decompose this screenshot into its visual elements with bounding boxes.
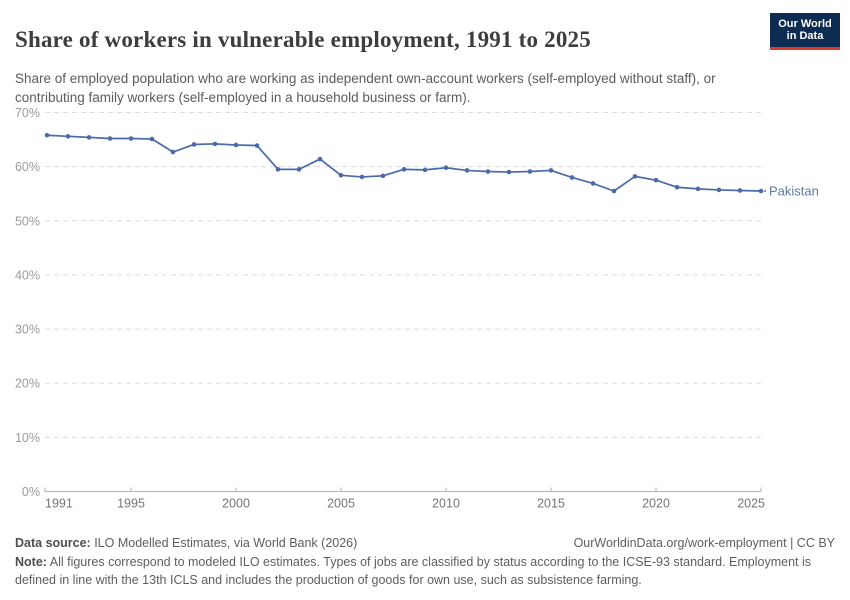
data-point-1998[interactable] <box>191 142 197 147</box>
y-axis-label-70: 70% <box>15 106 40 120</box>
x-axis-label-2025: 2025 <box>737 497 765 511</box>
y-axis-label-0: 0% <box>22 485 40 499</box>
owid-logo-line2: in Data <box>786 30 824 42</box>
chart-note: Note: All figures correspond to modeled … <box>15 554 835 590</box>
series-line-pakistan[interactable] <box>46 134 762 192</box>
data-point-2012[interactable] <box>485 169 491 174</box>
data-point-2002[interactable] <box>275 167 281 172</box>
x-axis-label-2000: 2000 <box>222 497 250 511</box>
x-axis-label-1991: 1991 <box>45 497 73 511</box>
owid-logo-accent-strip <box>770 47 840 50</box>
x-axis-label-1995: 1995 <box>117 497 145 511</box>
data-point-2022[interactable] <box>695 186 701 192</box>
chart-subtitle: Share of employed population who are wor… <box>15 70 716 106</box>
data-point-1995[interactable] <box>128 136 134 141</box>
data-point-2015[interactable] <box>548 168 554 173</box>
series-end-label[interactable]: Pakistan <box>769 184 819 199</box>
data-point-2011[interactable] <box>464 168 470 173</box>
y-axis-label-60: 60% <box>15 160 40 174</box>
data-point-2009[interactable] <box>422 167 428 173</box>
owid-logo[interactable]: Our World in Data <box>770 13 840 50</box>
data-point-1999[interactable] <box>212 141 218 147</box>
data-point-2000[interactable] <box>233 142 239 148</box>
data-source-text: ILO Modelled Estimates, via World Bank (… <box>90 536 358 550</box>
data-point-1997[interactable] <box>170 149 176 155</box>
owid-logo-box: Our World in Data <box>770 13 840 47</box>
data-point-1993[interactable] <box>86 135 92 140</box>
x-axis-label-2015: 2015 <box>537 497 565 511</box>
data-point-2006[interactable] <box>359 174 365 180</box>
data-point-2010[interactable] <box>443 165 449 171</box>
data-point-2024[interactable] <box>737 188 743 193</box>
y-axis-label-50: 50% <box>15 214 40 228</box>
data-point-2023[interactable] <box>716 187 722 193</box>
data-point-2025[interactable] <box>758 188 764 194</box>
data-point-2005[interactable] <box>338 173 344 178</box>
data-point-1994[interactable] <box>107 136 113 141</box>
data-point-2016[interactable] <box>569 175 575 180</box>
data-source: Data source: ILO Modelled Estimates, via… <box>15 536 357 550</box>
rights-link[interactable]: OurWorldinData.org/work-employment | CC … <box>573 536 835 550</box>
page-title: Share of workers in vulnerable employmen… <box>15 27 591 53</box>
data-point-2017[interactable] <box>590 181 596 186</box>
x-axis-label-2020: 2020 <box>642 497 670 511</box>
data-point-2018[interactable] <box>611 188 617 194</box>
note-label: Note: <box>15 555 47 569</box>
data-point-2019[interactable] <box>632 174 638 179</box>
x-axis-label-2005: 2005 <box>327 497 355 511</box>
data-point-1992[interactable] <box>65 134 71 139</box>
data-point-2001[interactable] <box>254 143 260 148</box>
owid-logo-line1: Our World <box>778 17 832 30</box>
note-text: All figures correspond to modeled ILO es… <box>15 555 811 587</box>
data-point-2014[interactable] <box>527 169 533 174</box>
y-axis-label-40: 40% <box>15 268 40 282</box>
y-axis-label-10: 10% <box>15 431 40 445</box>
chart-footer: Data source: ILO Modelled Estimates, via… <box>15 536 835 590</box>
y-axis-label-20: 20% <box>15 377 40 391</box>
data-point-1996[interactable] <box>149 136 155 142</box>
x-axis-line <box>44 487 762 492</box>
data-point-2004[interactable] <box>317 156 323 162</box>
line-chart[interactable]: 0% 10% 20% 30% 40% 50% 60% 70% 1991 1995 2000 2005 2… <box>0 100 850 520</box>
data-point-2007[interactable] <box>380 173 386 179</box>
y-axis-label-30: 30% <box>15 323 40 337</box>
x-axis-label-2010: 2010 <box>432 497 460 511</box>
data-point-2021[interactable] <box>674 184 680 190</box>
data-point-2003[interactable] <box>296 167 302 172</box>
data-point-2020[interactable] <box>653 177 659 183</box>
data-point-2013[interactable] <box>506 169 512 175</box>
data-point-1991[interactable] <box>44 132 50 138</box>
data-point-2008[interactable] <box>401 167 407 172</box>
data-source-label: Data source: <box>15 536 91 550</box>
